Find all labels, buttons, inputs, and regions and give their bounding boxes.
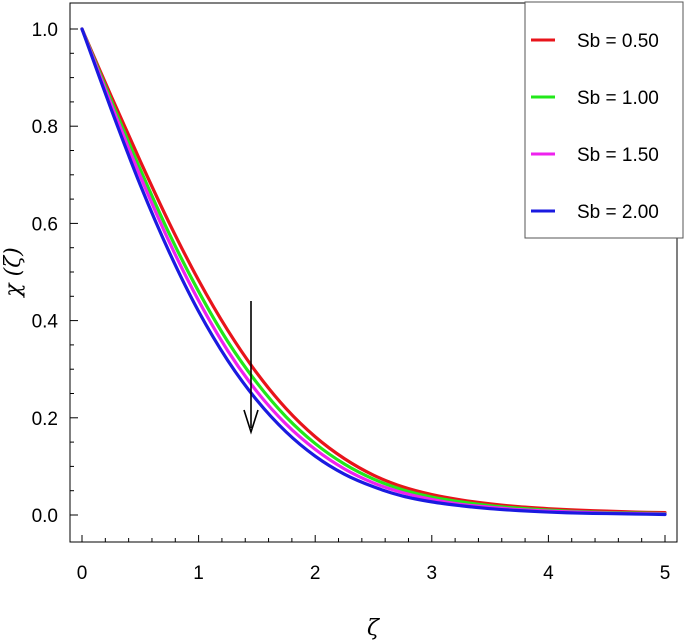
axis-ticks bbox=[70, 28, 666, 542]
y-tick-labels: 0.0 0.2 0.4 0.6 0.8 1.0 bbox=[32, 20, 59, 527]
x-tick-label: 4 bbox=[543, 563, 554, 584]
x-axis-title: ζ bbox=[367, 616, 381, 641]
legend-label: Sb = 2.00 bbox=[577, 202, 659, 223]
trend-arrow bbox=[243, 301, 259, 435]
y-tick-label: 0.0 bbox=[32, 506, 58, 527]
y-tick-label: 0.4 bbox=[32, 312, 59, 333]
x-tick-label: 3 bbox=[427, 563, 438, 584]
legend-label: Sb = 1.50 bbox=[577, 145, 659, 166]
y-tick-label: 0.8 bbox=[32, 117, 58, 138]
legend: Sb = 0.50 Sb = 1.00 Sb = 1.50 Sb = 2.00 bbox=[524, 1, 684, 239]
x-tick-label: 0 bbox=[77, 563, 88, 584]
x-tick-label: 5 bbox=[660, 563, 671, 584]
y-tick-label: 0.2 bbox=[32, 409, 58, 430]
series-lines bbox=[80, 27, 667, 517]
y-axis-title: χ (ζ) bbox=[1, 247, 26, 298]
legend-label: Sb = 1.00 bbox=[577, 88, 659, 109]
x-tick-label: 2 bbox=[310, 563, 321, 584]
series-line-4 bbox=[80, 27, 667, 517]
x-tick-labels: 0 1 2 3 4 5 bbox=[77, 563, 671, 584]
legend-label: Sb = 0.50 bbox=[577, 31, 659, 52]
x-tick-label: 1 bbox=[193, 563, 204, 584]
y-tick-label: 0.6 bbox=[32, 214, 58, 235]
y-tick-label: 1.0 bbox=[32, 20, 58, 41]
